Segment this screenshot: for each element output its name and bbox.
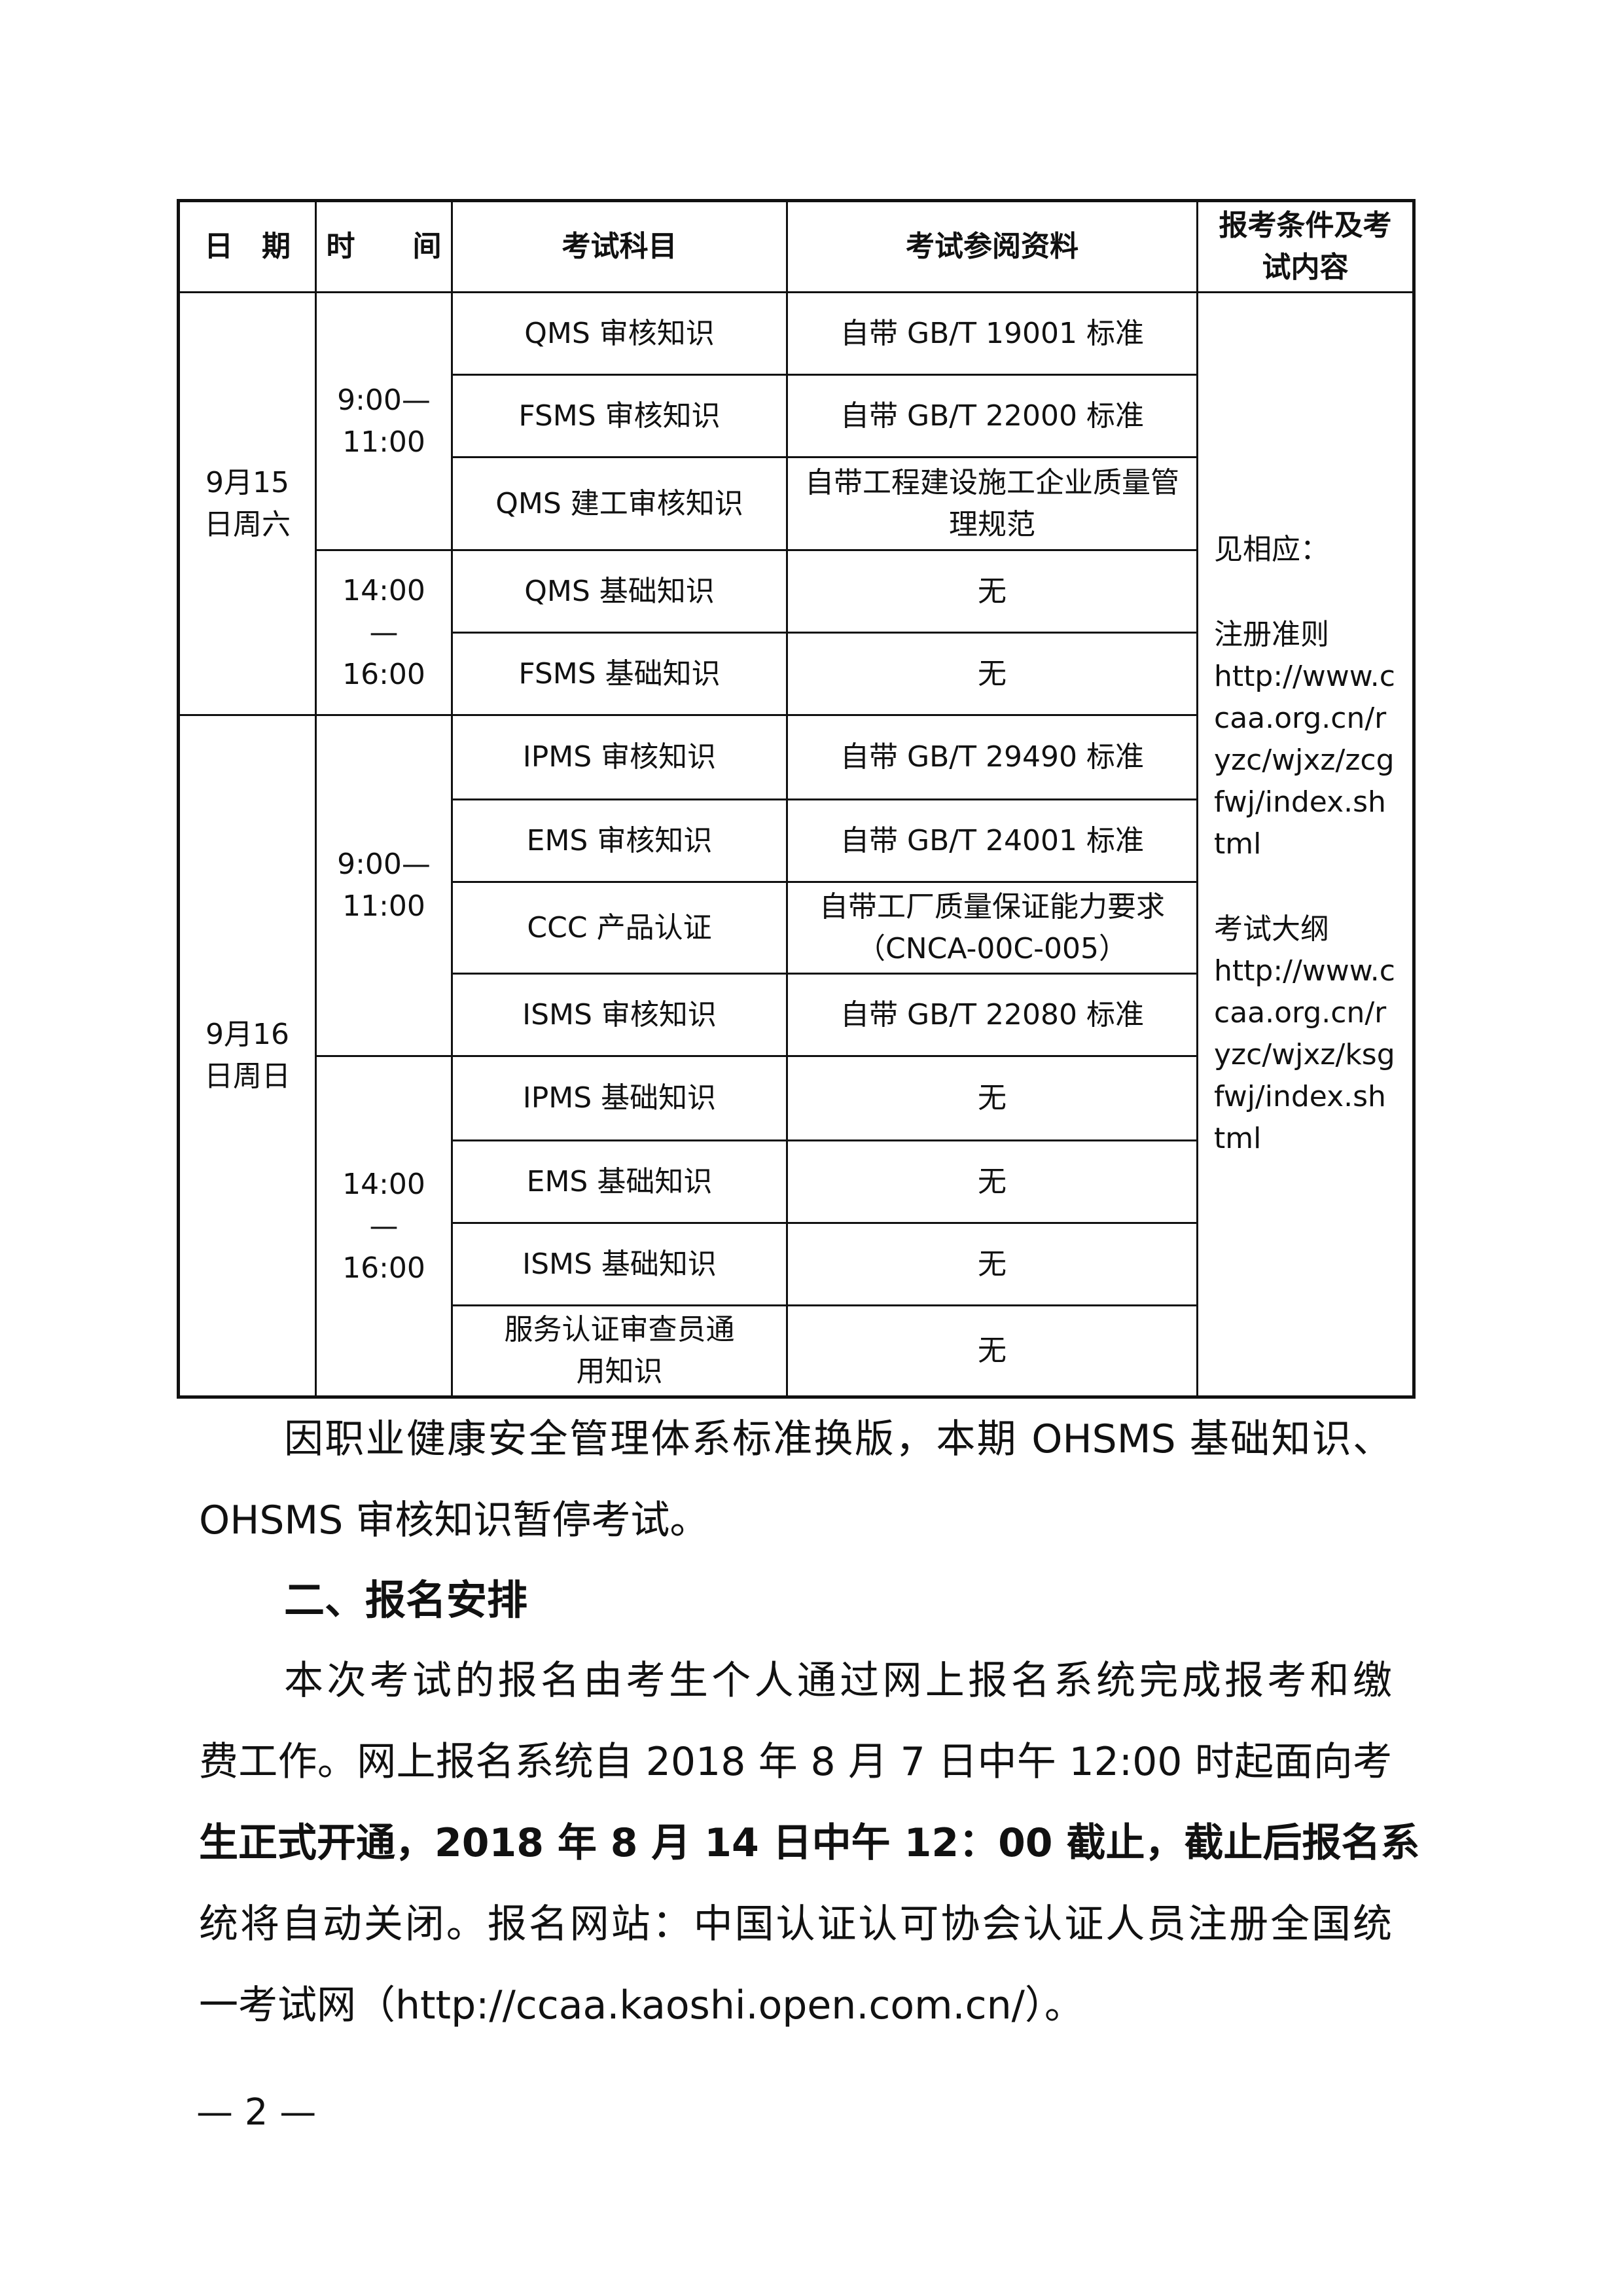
notice-line: 因职业健康安全管理体系标准换版，本期 OHSMS 基础知识、 [284, 1416, 1392, 1462]
time-cell: 14:00—16:00 [315, 1055, 453, 1398]
subject-cell: CCC 产品认证 [451, 881, 788, 975]
header-row: 日 期时 间考试科目 考试参阅资料 报考条件及考试内容 [177, 200, 1415, 293]
syllabus-link[interactable]: http://www.ccaa.org.cn/ryzc/wjxz/ksgfwj/… [1214, 954, 1395, 1155]
table-row: QMS 建工审核知识 自带工程建设施工企业质量管理规范 [179, 456, 1414, 551]
reference-cell: 自带 GB/T 22080 标准 [786, 973, 1198, 1057]
section-heading: 二、报名安排 [284, 1576, 528, 1624]
time-cell: 9:00—11:00 [315, 291, 453, 551]
table-row: 9月16日周日 9:00—11:00 IPMS 审核知识 自带 GB/T 29490 … [177, 714, 1414, 1398]
subject-cell: QMS 建工审核知识 [451, 456, 788, 551]
rules-label: 注册准则 [1214, 618, 1329, 651]
table-row: FSMS 基础知识无 [179, 632, 1414, 716]
table-row: 14:00—16:00 QMS 基础知识无 [179, 549, 1414, 716]
table-row: ISMS 审核知识 自带 GB/T 22080 标准 [179, 973, 1414, 1057]
syllabus-label: 考试大纲 [1214, 912, 1329, 946]
subject-cell: IPMS 基础知识 [451, 1055, 788, 1141]
table-row: EMS 审核知识 自带 GB/T 24001 标准 [179, 798, 1414, 883]
ohsms-notice: 因职业健康安全管理体系标准换版，本期 OHSMS 基础知识、 OHSMS 审核知… [199, 1399, 1392, 1561]
reference-cell: 无 [786, 1139, 1198, 1224]
table-row: 服务认证审查员通用知识无 [179, 1304, 1414, 1398]
table-row: 14:00—16:00 IPMS 基础知识无 [179, 1055, 1414, 1398]
notice-line: OHSMS 审核知识暂停考试。 [199, 1498, 709, 1543]
reference-cell: 自带 GB/T 24001 标准 [786, 798, 1198, 883]
reference-cell: 无 [786, 549, 1198, 634]
date-cell: 9月16日周日 [177, 714, 317, 1398]
conditions-intro: 见相应： [1214, 533, 1329, 566]
subject-cell: EMS 基础知识 [451, 1139, 788, 1224]
date-cell: 9月15日周六 [177, 291, 317, 716]
subject-cell: QMS 基础知识 [451, 549, 788, 634]
column-header: 考试科目 [451, 200, 788, 293]
time-cell: 14:00—16:00 [315, 549, 453, 716]
subject-cell: QMS 审核知识 [451, 291, 788, 376]
subject-cell: ISMS 审核知识 [451, 973, 788, 1057]
registration-paragraph: 本次考试的报名由考生个人通过网上报名系统完成报考和缴 费工作。网上报名系统自 2… [199, 1640, 1420, 2046]
reference-cell: 自带工厂质量保证能力要求（CNCA-00C-005） [786, 881, 1198, 975]
paragraph-line: 一考试网（http://ccaa.kaoshi.open.com.cn/）。 [199, 1982, 1084, 2028]
column-header: 日 期 [177, 200, 317, 293]
paragraph-line: 费工作。网上报名系统自 2018 年 8 月 7 日中午 12:00 时起面向考 [199, 1739, 1392, 1785]
page-number: — 2 — [196, 2091, 317, 2134]
paragraph-line: 统将自动关闭。报名网站：中国认证认可协会认证人员注册全国统 [199, 1901, 1392, 1947]
reference-cell: 自带 GB/T 29490 标准 [786, 714, 1198, 800]
column-header: 考试参阅资料 [786, 200, 1198, 293]
reference-cell: 无 [786, 1222, 1198, 1306]
reference-cell: 无 [786, 1304, 1198, 1398]
paragraph-line: 本次考试的报名由考生个人通过网上报名系统完成报考和缴 [284, 1658, 1392, 1704]
subject-cell: IPMS 审核知识 [451, 714, 788, 800]
reference-cell: 无 [786, 632, 1198, 716]
table-row: CCC 产品认证 自带工厂质量保证能力要求（CNCA-00C-005） [179, 881, 1414, 975]
column-header: 时 间 [315, 200, 453, 293]
time-cell: 9:00—11:00 [315, 714, 453, 1057]
paragraph-line: 生正式开通，2018 年 8 月 14 日中午 12：00 截止，截止后报名系 [199, 1820, 1420, 1866]
table-row: EMS 基础知识无 [179, 1139, 1414, 1224]
subject-cell: FSMS 审核知识 [451, 374, 788, 458]
subject-cell: 服务认证审查员通用知识 [451, 1304, 788, 1398]
conditions-cell: 见相应： 注册准则 http://www.ccaa.org.cn/ryzc/wjx… [1196, 291, 1415, 1398]
reference-cell: 自带工程建设施工企业质量管理规范 [786, 456, 1198, 551]
subject-cell: ISMS 基础知识 [451, 1222, 788, 1306]
subject-cell: EMS 审核知识 [451, 798, 788, 883]
table-row: FSMS 审核知识 自带 GB/T 22000 标准 [179, 374, 1414, 458]
subject-cell: FSMS 基础知识 [451, 632, 788, 716]
reference-cell: 自带 GB/T 22000 标准 [786, 374, 1198, 458]
table-row: ISMS 基础知识无 [179, 1222, 1414, 1306]
reference-cell: 自带 GB/T 19001 标准 [786, 291, 1198, 376]
reference-cell: 无 [786, 1055, 1198, 1141]
table-row: 9月15日周六 9:00—11:00 QMS 审核知识 自带 GB/T 19001 标… [177, 291, 1415, 1398]
exam-schedule-table: 日 期时 间考试科目 考试参阅资料 报考条件及考试内容 9月15日周六 9:00—11:… [177, 199, 1416, 1399]
rules-link[interactable]: http://www.ccaa.org.cn/ryzc/wjxz/zcgfwj/… [1214, 660, 1395, 861]
column-header: 报考条件及考试内容 [1196, 200, 1415, 293]
